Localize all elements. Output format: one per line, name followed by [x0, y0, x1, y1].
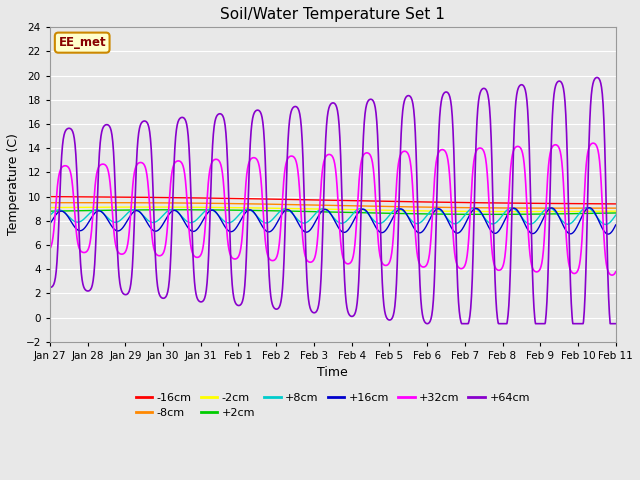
- +64cm: [46, 285, 54, 290]
- Line: +2cm: +2cm: [50, 210, 616, 215]
- +64cm: [612, 321, 620, 326]
- +16cm: [420, 228, 428, 233]
- -2cm: [172, 204, 179, 210]
- +32cm: [46, 246, 54, 252]
- -8cm: [612, 205, 620, 211]
- Line: +8cm: +8cm: [50, 208, 616, 225]
- Line: +32cm: +32cm: [50, 143, 616, 275]
- +2cm: [282, 208, 290, 214]
- -2cm: [143, 204, 150, 210]
- -2cm: [268, 205, 276, 211]
- +32cm: [171, 160, 179, 166]
- -8cm: [268, 201, 276, 207]
- -16cm: [282, 196, 289, 202]
- +64cm: [282, 206, 289, 212]
- +16cm: [612, 222, 620, 228]
- +64cm: [562, 111, 570, 117]
- +16cm: [586, 205, 593, 211]
- Line: -8cm: -8cm: [50, 203, 616, 208]
- +16cm: [46, 221, 54, 227]
- -8cm: [562, 205, 570, 211]
- Legend: -16cm, -8cm, -2cm, +2cm, +8cm, +16cm, +32cm, +64cm: -16cm, -8cm, -2cm, +2cm, +8cm, +16cm, +3…: [131, 388, 534, 423]
- +16cm: [268, 228, 276, 233]
- +2cm: [485, 212, 493, 217]
- -2cm: [513, 209, 521, 215]
- +32cm: [268, 258, 276, 264]
- +8cm: [46, 213, 54, 218]
- +8cm: [612, 212, 620, 218]
- +8cm: [282, 206, 289, 212]
- +2cm: [171, 207, 179, 213]
- +8cm: [561, 221, 569, 227]
- Line: +64cm: +64cm: [50, 77, 616, 324]
- +2cm: [173, 207, 180, 213]
- +8cm: [420, 216, 428, 222]
- -16cm: [612, 201, 620, 207]
- Y-axis label: Temperature (C): Temperature (C): [7, 133, 20, 236]
- -2cm: [515, 209, 523, 215]
- +8cm: [602, 222, 610, 228]
- -16cm: [171, 195, 179, 201]
- -8cm: [172, 200, 179, 206]
- +2cm: [268, 208, 276, 214]
- Line: -2cm: -2cm: [50, 207, 616, 212]
- +64cm: [268, 300, 276, 306]
- -16cm: [513, 200, 520, 206]
- -2cm: [563, 209, 570, 215]
- -8cm: [420, 204, 428, 210]
- -2cm: [612, 208, 620, 214]
- +8cm: [583, 205, 591, 211]
- -2cm: [420, 208, 428, 214]
- -8cm: [513, 205, 521, 211]
- -16cm: [420, 199, 428, 205]
- +8cm: [513, 208, 520, 214]
- -16cm: [561, 201, 569, 206]
- +8cm: [268, 217, 276, 223]
- Text: EE_met: EE_met: [58, 36, 106, 49]
- +32cm: [612, 269, 620, 275]
- +16cm: [604, 231, 612, 237]
- +64cm: [171, 145, 179, 151]
- -16cm: [46, 194, 54, 200]
- Line: -16cm: -16cm: [50, 197, 616, 204]
- -8cm: [46, 200, 54, 205]
- -2cm: [46, 204, 54, 210]
- +32cm: [561, 218, 569, 224]
- +32cm: [282, 162, 289, 168]
- +8cm: [171, 207, 179, 213]
- +16cm: [561, 227, 569, 232]
- -8cm: [88, 200, 95, 205]
- +32cm: [420, 264, 428, 270]
- +2cm: [46, 208, 54, 214]
- +32cm: [589, 140, 597, 146]
- +64cm: [513, 90, 521, 96]
- +32cm: [513, 144, 520, 149]
- X-axis label: Time: Time: [317, 366, 348, 379]
- +16cm: [282, 207, 289, 213]
- Title: Soil/Water Temperature Set 1: Soil/Water Temperature Set 1: [220, 7, 445, 22]
- +16cm: [513, 207, 520, 213]
- -16cm: [268, 196, 276, 202]
- +16cm: [171, 207, 179, 213]
- -2cm: [282, 205, 290, 211]
- +64cm: [593, 74, 601, 80]
- Line: +16cm: +16cm: [50, 208, 616, 234]
- +64cm: [420, 316, 428, 322]
- +2cm: [420, 211, 428, 217]
- +2cm: [563, 211, 570, 216]
- +64cm: [423, 321, 431, 326]
- +2cm: [514, 211, 522, 217]
- +2cm: [612, 210, 620, 216]
- -8cm: [282, 202, 290, 207]
- +32cm: [608, 272, 616, 278]
- -8cm: [570, 205, 578, 211]
